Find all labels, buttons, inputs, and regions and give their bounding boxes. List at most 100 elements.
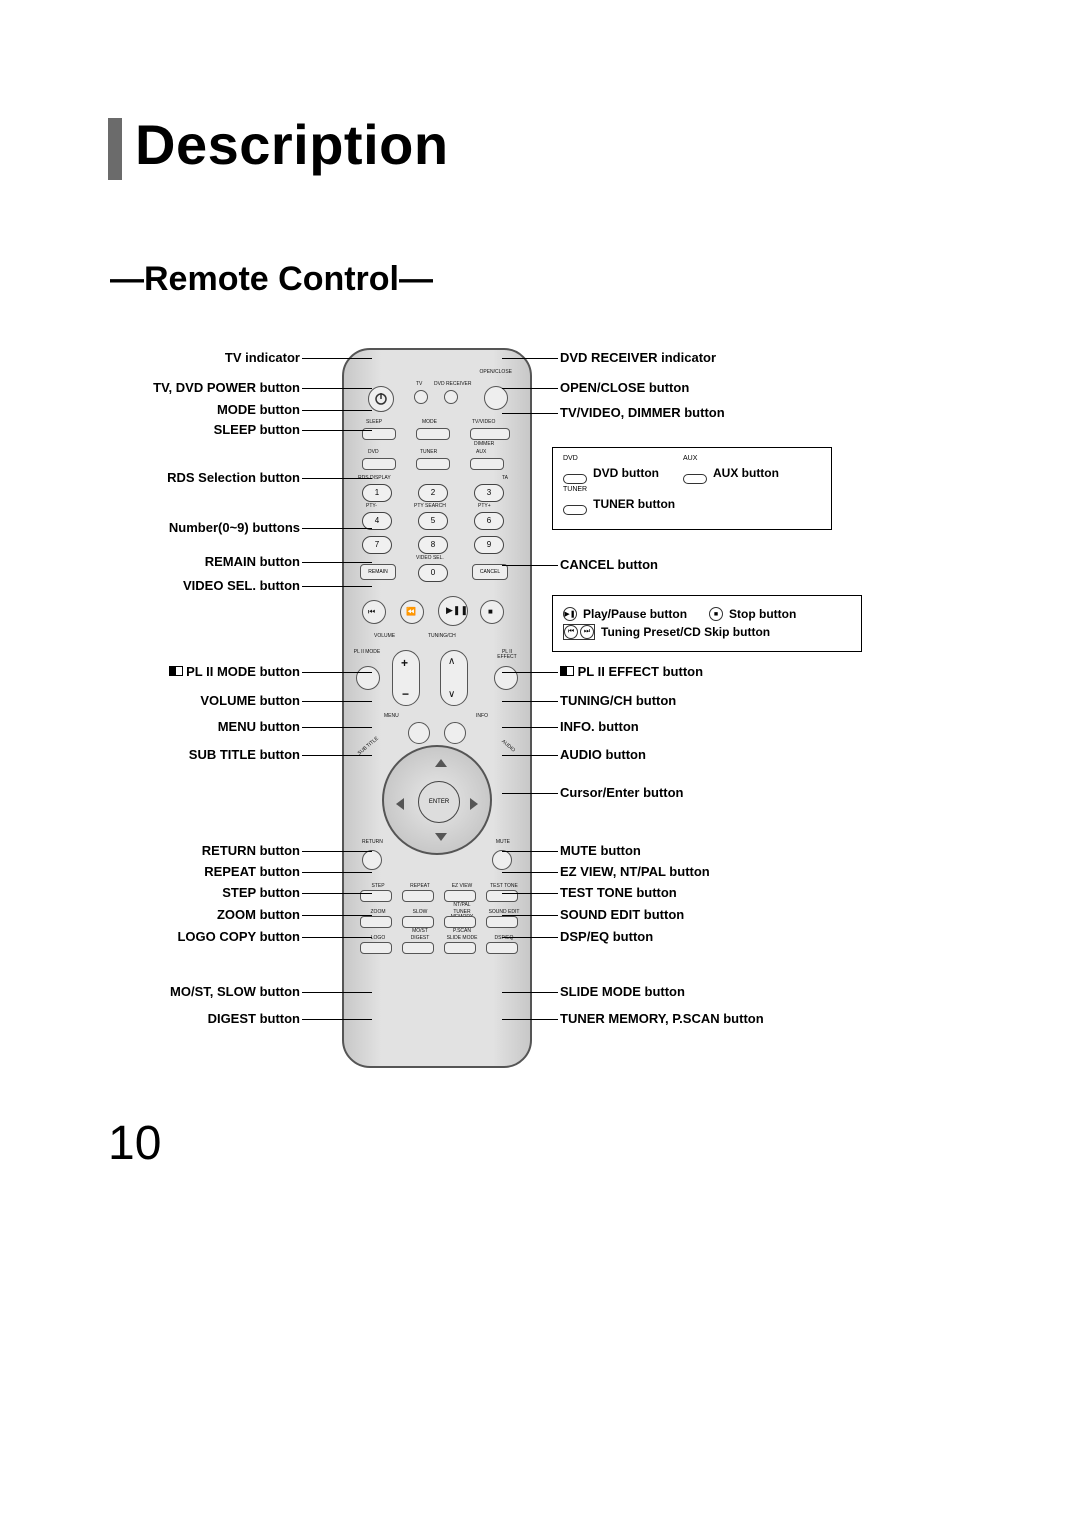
test-tone-button[interactable] xyxy=(486,890,518,902)
callout-label: SOUND EDIT button xyxy=(560,907,684,922)
leader-line xyxy=(502,727,558,728)
mute-button[interactable] xyxy=(492,850,512,870)
repeat-button[interactable] xyxy=(402,890,434,902)
callout-label: REMAIN button xyxy=(205,554,300,569)
inset-aux-label: AUX button xyxy=(713,466,779,480)
tvvideo-button[interactable] xyxy=(470,428,510,440)
tuning-down-icon: ∨ xyxy=(448,690,455,700)
callout-text: Number(0~9) buttons xyxy=(169,520,300,535)
remote-body: OPEN/CLOSE TV DVD RECEIVER SLEEP MODE TV… xyxy=(342,348,532,1068)
callout-label: PL II MODE button xyxy=(169,664,300,679)
callout-label: INFO. button xyxy=(560,719,639,734)
leader-line xyxy=(502,915,558,916)
label-dvd: DVD xyxy=(368,450,379,455)
btnrow-label: STEP xyxy=(360,884,396,889)
leader-line xyxy=(302,430,372,431)
callout-label: DVD RECEIVER indicator xyxy=(560,350,716,365)
callout-text: TUNER MEMORY, P.SCAN button xyxy=(560,1011,764,1026)
remain-button[interactable]: REMAIN xyxy=(360,564,396,580)
leader-line xyxy=(502,1019,558,1020)
num-5[interactable]: 5 xyxy=(418,512,448,530)
aux-button[interactable] xyxy=(470,458,504,470)
callout-label: SLEEP button xyxy=(214,422,300,437)
callout-label: MENU button xyxy=(218,719,300,734)
inset-aux-sub: AUX xyxy=(683,455,697,462)
leader-line xyxy=(302,893,372,894)
callout-text: DIGEST button xyxy=(208,1011,300,1026)
callout-label: DIGEST button xyxy=(208,1011,300,1026)
inset-stop-label: Stop button xyxy=(729,607,796,621)
digest-button[interactable] xyxy=(402,942,434,954)
leader-line xyxy=(302,562,372,563)
btnrow-label: DIGEST xyxy=(402,936,438,941)
num-3[interactable]: 3 xyxy=(474,484,504,502)
btnrow-label: SLIDE MODE xyxy=(444,936,480,941)
cursor-dpad[interactable]: ENTER xyxy=(382,745,492,855)
btnrow-sublabel: P.SCAN xyxy=(444,929,480,934)
skip-circles-icon: ⏮⏭ xyxy=(563,624,595,640)
info-button[interactable] xyxy=(444,722,466,744)
pl2-effect-button[interactable] xyxy=(494,666,518,690)
callout-label: EZ VIEW, NT/PAL button xyxy=(560,864,710,879)
num-1[interactable]: 1 xyxy=(362,484,392,502)
callout-label: TV indicator xyxy=(225,350,300,365)
callout-text: OPEN/CLOSE button xyxy=(560,380,689,395)
zoom-button[interactable] xyxy=(360,916,392,928)
sound-edit-button[interactable] xyxy=(486,916,518,928)
dsp-eq-button[interactable] xyxy=(486,942,518,954)
inset-tuner-sub: TUNER xyxy=(563,486,587,493)
tuner-pill-icon xyxy=(563,505,587,515)
ez-view-button[interactable] xyxy=(444,890,476,902)
callout-text: TEST TONE button xyxy=(560,885,677,900)
slide-mode-button[interactable] xyxy=(444,942,476,954)
callout-text: MODE button xyxy=(217,402,300,417)
leader-line xyxy=(302,727,372,728)
label-pty-minus: PTY- xyxy=(366,504,377,509)
callout-label: OPEN/CLOSE button xyxy=(560,380,689,395)
return-button[interactable] xyxy=(362,850,382,870)
callout-label: MODE button xyxy=(217,402,300,417)
label-return: RETURN xyxy=(362,840,383,845)
cancel-button[interactable]: CANCEL xyxy=(472,564,508,580)
slow-button[interactable] xyxy=(402,916,434,928)
dvd-button[interactable] xyxy=(362,458,396,470)
logo-button[interactable] xyxy=(360,942,392,954)
leader-line xyxy=(302,1019,372,1020)
num-9[interactable]: 9 xyxy=(474,536,504,554)
callout-text: TV/VIDEO, DIMMER button xyxy=(560,405,725,420)
callout-label: PL II EFFECT button xyxy=(560,664,703,679)
label-pl2-effect: PL II EFFECT xyxy=(492,650,522,660)
callout-text: DVD RECEIVER indicator xyxy=(560,350,716,365)
leader-line xyxy=(302,478,372,479)
callout-label: Number(0~9) buttons xyxy=(169,520,300,535)
num-6[interactable]: 6 xyxy=(474,512,504,530)
callout-text: Cursor/Enter button xyxy=(560,785,684,800)
page-number: 10 xyxy=(108,1116,161,1171)
stop-circle-icon: ■ xyxy=(709,607,723,621)
num-8[interactable]: 8 xyxy=(418,536,448,554)
callout-text: MENU button xyxy=(218,719,300,734)
num-0[interactable]: 0 xyxy=(418,564,448,582)
menu-button[interactable] xyxy=(408,722,430,744)
label-volume: VOLUME xyxy=(374,634,395,639)
open-close-button[interactable] xyxy=(484,386,508,410)
label-mode: MODE xyxy=(422,420,437,425)
callout-label: TEST TONE button xyxy=(560,885,677,900)
callout-text: SLIDE MODE button xyxy=(560,984,685,999)
callout-text: TV, DVD POWER button xyxy=(153,380,300,395)
tuner-memory-button[interactable] xyxy=(444,916,476,928)
callout-text: SUB TITLE button xyxy=(189,747,300,762)
tuner-button[interactable] xyxy=(416,458,450,470)
step-button[interactable] xyxy=(360,890,392,902)
mode-button[interactable] xyxy=(416,428,450,440)
pl2-mode-button[interactable] xyxy=(356,666,380,690)
label-tuner: TUNER xyxy=(420,450,437,455)
num-7[interactable]: 7 xyxy=(362,536,392,554)
num-2[interactable]: 2 xyxy=(418,484,448,502)
btnrow-label: SLOW xyxy=(402,910,438,915)
callout-text: AUDIO button xyxy=(560,747,646,762)
enter-button[interactable]: ENTER xyxy=(418,781,460,823)
label-open-close: OPEN/CLOSE xyxy=(479,370,512,375)
aux-pill-icon xyxy=(683,474,707,484)
callout-text: LOGO COPY button xyxy=(177,929,300,944)
